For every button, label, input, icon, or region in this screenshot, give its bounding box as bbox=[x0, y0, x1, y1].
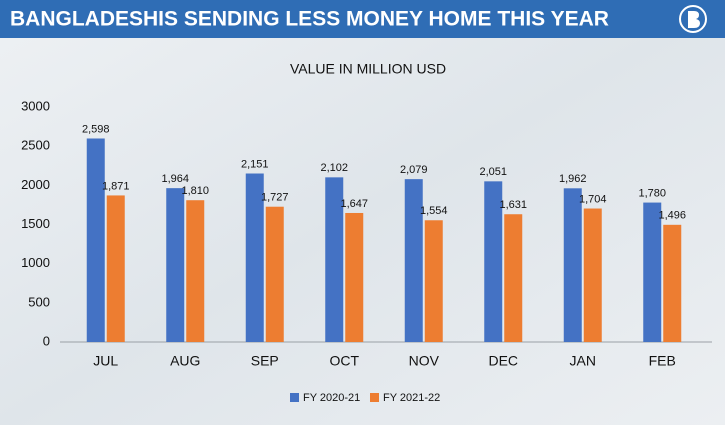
value-label: 1,727 bbox=[261, 192, 289, 204]
value-label: 2,102 bbox=[320, 162, 348, 174]
value-label: 2,051 bbox=[479, 166, 507, 178]
bar bbox=[643, 202, 662, 342]
bar bbox=[106, 195, 125, 342]
bar bbox=[345, 212, 364, 342]
value-label: 2,079 bbox=[400, 164, 428, 176]
title-banner bbox=[0, 0, 725, 38]
x-tick-label: AUG bbox=[170, 353, 200, 369]
legend-swatch bbox=[290, 393, 299, 402]
x-tick-label: DEC bbox=[488, 353, 518, 369]
chart-title: BANGLADESHIS SENDING LESS MONEY HOME THI… bbox=[10, 8, 609, 31]
value-label: 1,631 bbox=[499, 199, 527, 211]
y-tick-label: 2500 bbox=[21, 138, 50, 153]
value-label: 1,554 bbox=[420, 205, 448, 217]
y-tick-label: 1500 bbox=[21, 216, 50, 231]
bar bbox=[504, 214, 523, 342]
bar bbox=[563, 188, 582, 342]
bar bbox=[186, 200, 205, 342]
bar bbox=[484, 181, 503, 342]
bar bbox=[404, 179, 423, 342]
legend-label: FY 2021-22 bbox=[383, 392, 440, 404]
value-label: 1,964 bbox=[161, 173, 189, 185]
bar bbox=[166, 188, 185, 342]
value-label: 1,647 bbox=[340, 198, 368, 210]
value-label: 1,704 bbox=[579, 193, 607, 205]
bar bbox=[86, 138, 105, 342]
bar bbox=[424, 220, 443, 342]
value-label: 2,151 bbox=[241, 158, 269, 170]
logo-mark bbox=[688, 11, 700, 28]
legend-swatch bbox=[370, 393, 379, 402]
x-tick-label: SEP bbox=[251, 353, 279, 369]
logo bbox=[679, 5, 707, 33]
bar bbox=[245, 173, 264, 342]
chart-subtitle: VALUE IN MILLION USD bbox=[290, 61, 446, 77]
bar bbox=[265, 206, 284, 342]
x-tick-label: FEB bbox=[649, 353, 676, 369]
y-tick-label: 500 bbox=[28, 294, 50, 309]
bar bbox=[325, 177, 344, 342]
x-tick-label: JUL bbox=[93, 353, 118, 369]
y-tick-label: 1000 bbox=[21, 255, 50, 270]
x-tick-label: OCT bbox=[329, 353, 359, 369]
value-label: 1,962 bbox=[559, 173, 587, 185]
bar bbox=[583, 208, 602, 342]
y-tick-label: 0 bbox=[43, 333, 50, 348]
x-tick-label: JAN bbox=[570, 353, 596, 369]
value-label: 1,810 bbox=[181, 185, 209, 197]
bar bbox=[663, 224, 682, 342]
value-label: 1,780 bbox=[638, 187, 666, 199]
y-tick-label: 3000 bbox=[21, 98, 50, 113]
y-tick-label: 2000 bbox=[21, 177, 50, 192]
legend-label: FY 2020-21 bbox=[303, 392, 360, 404]
value-label: 2,598 bbox=[82, 123, 110, 135]
value-label: 1,496 bbox=[658, 210, 686, 222]
x-tick-label: NOV bbox=[409, 353, 440, 369]
value-label: 1,871 bbox=[102, 180, 130, 192]
